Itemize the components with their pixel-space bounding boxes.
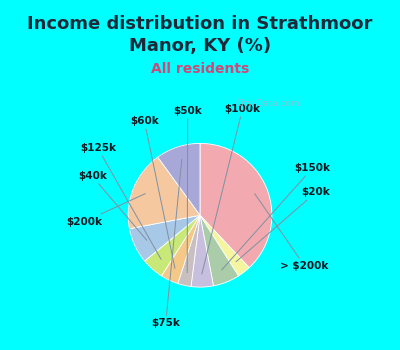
Text: > $200k: > $200k — [255, 194, 329, 271]
Wedge shape — [162, 215, 200, 284]
Wedge shape — [128, 157, 200, 229]
Wedge shape — [178, 215, 200, 287]
Text: $150k: $150k — [222, 163, 331, 270]
Wedge shape — [158, 144, 200, 215]
Text: $100k: $100k — [202, 104, 260, 274]
Wedge shape — [130, 215, 200, 261]
Wedge shape — [191, 215, 214, 287]
Text: Income distribution in Strathmoor
Manor, KY (%): Income distribution in Strathmoor Manor,… — [27, 15, 373, 55]
Wedge shape — [200, 215, 249, 276]
Text: All residents: All residents — [151, 62, 249, 76]
Wedge shape — [200, 215, 238, 286]
Text: $200k: $200k — [66, 194, 145, 227]
Text: $60k: $60k — [130, 116, 175, 268]
Text: $125k: $125k — [80, 143, 161, 259]
Text: City-Data.com: City-Data.com — [235, 99, 300, 108]
Text: $75k: $75k — [151, 159, 182, 328]
Wedge shape — [145, 215, 200, 276]
Text: $50k: $50k — [173, 106, 202, 273]
Text: $20k: $20k — [236, 187, 330, 262]
Text: $40k: $40k — [78, 171, 147, 240]
Wedge shape — [200, 144, 272, 268]
